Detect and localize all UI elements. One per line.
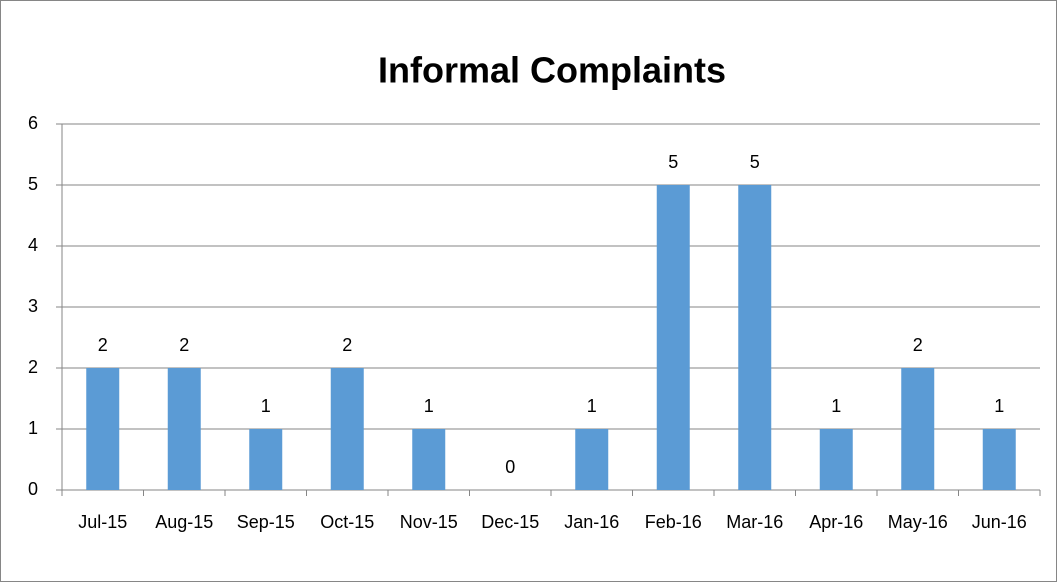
x-tick-label: Feb-16 xyxy=(645,512,702,532)
x-tick-label: Mar-16 xyxy=(726,512,783,532)
bar xyxy=(330,368,364,490)
y-tick-label: 1 xyxy=(28,418,38,438)
x-tick-label: Aug-15 xyxy=(155,512,213,532)
bar xyxy=(167,368,201,490)
x-tick-label: May-16 xyxy=(888,512,948,532)
data-label: 1 xyxy=(831,396,841,416)
x-tick-label: Apr-16 xyxy=(809,512,863,532)
bar xyxy=(819,429,853,490)
data-label: 2 xyxy=(913,335,923,355)
x-tick-label: Jun-16 xyxy=(972,512,1027,532)
data-label: 1 xyxy=(424,396,434,416)
x-tick-label: Jul-15 xyxy=(78,512,127,532)
data-label: 0 xyxy=(505,457,515,477)
data-label: 5 xyxy=(668,152,678,172)
bar xyxy=(86,368,120,490)
y-tick-label: 6 xyxy=(28,113,38,133)
x-tick-label: Oct-15 xyxy=(320,512,374,532)
data-label: 5 xyxy=(750,152,760,172)
data-label: 1 xyxy=(587,396,597,416)
y-tick-label: 0 xyxy=(28,479,38,499)
bar xyxy=(656,185,690,490)
data-label: 1 xyxy=(994,396,1004,416)
data-label: 2 xyxy=(342,335,352,355)
x-tick-label: Nov-15 xyxy=(400,512,458,532)
bar xyxy=(982,429,1016,490)
y-tick-label: 2 xyxy=(28,357,38,377)
x-tick-label: Jan-16 xyxy=(564,512,619,532)
data-label: 2 xyxy=(179,335,189,355)
bar xyxy=(575,429,609,490)
y-tick-label: 3 xyxy=(28,296,38,316)
bar xyxy=(249,429,283,490)
y-tick-label: 5 xyxy=(28,174,38,194)
bar xyxy=(901,368,935,490)
chart-title: Informal Complaints xyxy=(378,50,726,91)
bar xyxy=(412,429,446,490)
y-tick-label: 4 xyxy=(28,235,38,255)
data-label: 2 xyxy=(98,335,108,355)
x-tick-label: Sep-15 xyxy=(237,512,295,532)
bar xyxy=(738,185,772,490)
data-label: 1 xyxy=(261,396,271,416)
x-tick-label: Dec-15 xyxy=(481,512,539,532)
